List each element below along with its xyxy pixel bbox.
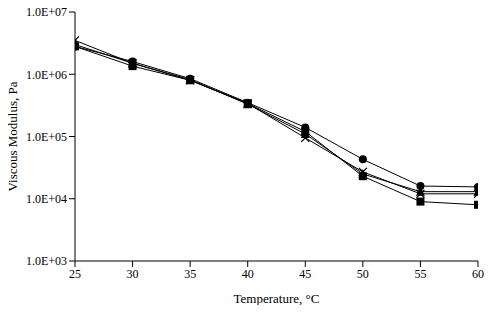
svg-text:1.0E+07: 1.0E+07 bbox=[26, 8, 67, 19]
svg-text:1.0E+05: 1.0E+05 bbox=[26, 130, 67, 144]
svg-text:40: 40 bbox=[242, 267, 254, 281]
svg-text:45: 45 bbox=[299, 267, 311, 281]
svg-text:Viscous Modulus, Pa: Viscous Modulus, Pa bbox=[8, 81, 20, 191]
svg-text:Temperature, °C: Temperature, °C bbox=[234, 291, 320, 305]
svg-text:1.0E+03: 1.0E+03 bbox=[26, 254, 67, 268]
svg-text:1.0E+04: 1.0E+04 bbox=[26, 192, 67, 206]
svg-text:60: 60 bbox=[472, 267, 484, 281]
svg-text:35: 35 bbox=[184, 267, 196, 281]
svg-text:25: 25 bbox=[69, 267, 81, 281]
svg-text:50: 50 bbox=[357, 267, 369, 281]
svg-text:55: 55 bbox=[414, 267, 426, 281]
svg-text:30: 30 bbox=[127, 267, 139, 281]
svg-text:1.0E+06: 1.0E+06 bbox=[26, 68, 67, 82]
